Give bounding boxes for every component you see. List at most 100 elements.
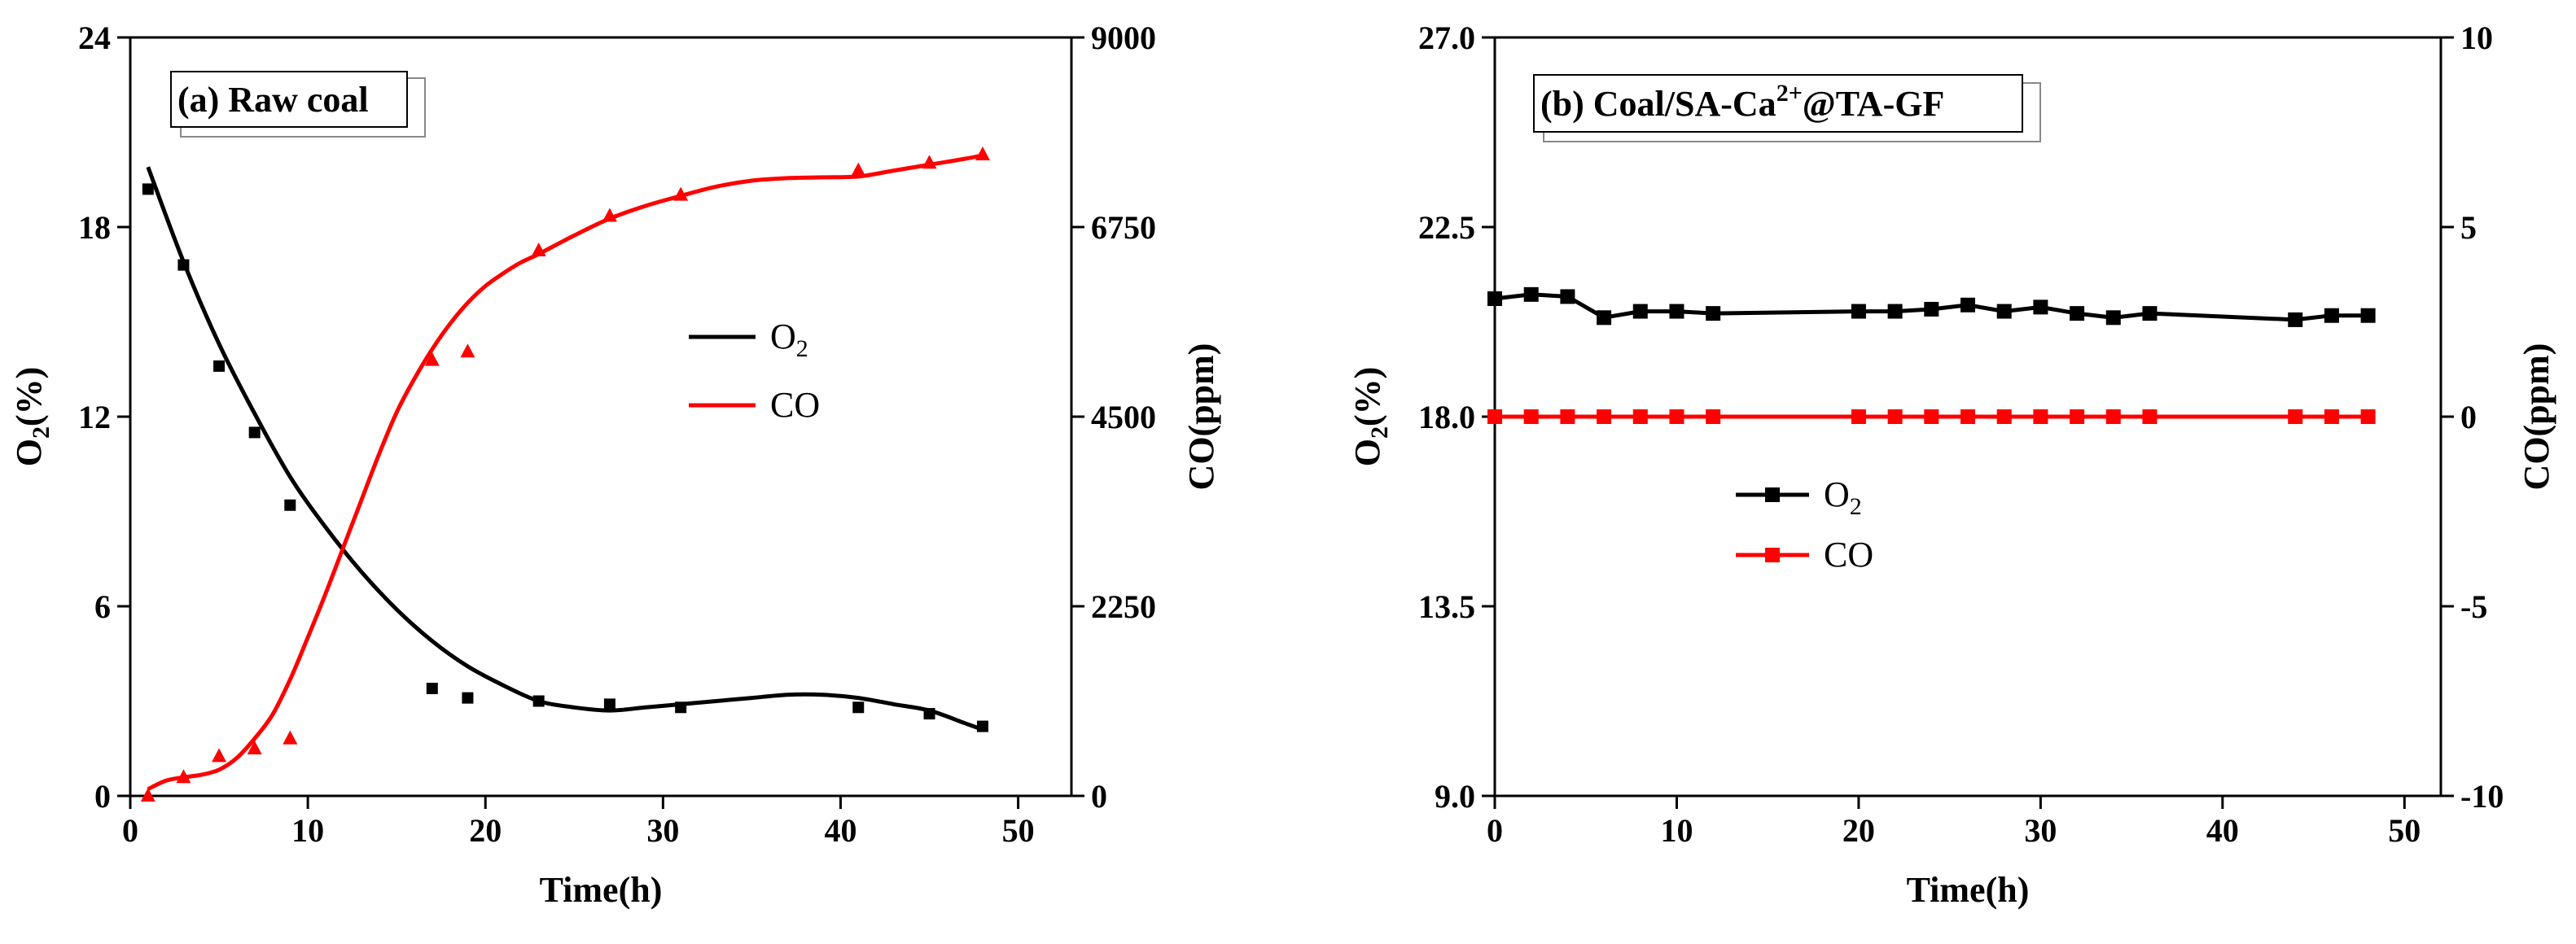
y-left-label-main: O	[9, 439, 49, 466]
y-left-axis-label: O2(%)	[9, 367, 55, 467]
y-left-tick-label: 27.0	[1418, 20, 1475, 56]
data-point-o2	[177, 259, 190, 271]
data-point-o2	[675, 701, 687, 714]
y-right-tick-label: -10	[2460, 778, 2504, 815]
data-point-co	[1706, 409, 1721, 424]
legend-label-main: CO	[1824, 535, 1873, 575]
data-point-o2	[1669, 304, 1684, 319]
panel-label-superscript: 2+	[1776, 80, 1803, 107]
data-point-o2	[426, 682, 438, 694]
data-point-co	[1632, 409, 1648, 424]
data-point-co	[602, 208, 617, 222]
panel-label-main: (b) Coal/SA-Ca	[1540, 84, 1776, 124]
y-right-tick-label: 2250	[1091, 588, 1156, 625]
x-tick-label: 10	[1660, 812, 1693, 849]
y-right-tick-label: -5	[2460, 588, 2487, 625]
data-point-co	[1669, 409, 1684, 424]
data-point-co	[2360, 409, 2376, 424]
data-point-co	[2070, 409, 2085, 424]
y-left-label-tail: (%)	[1347, 367, 1387, 426]
data-point-o2	[2105, 310, 2121, 326]
data-point-o2	[1887, 304, 1903, 319]
y-left-tick-label: 0	[94, 778, 111, 815]
data-point-o2	[1924, 301, 1939, 317]
data-point-o2	[1706, 306, 1721, 321]
y-right-tick-label: 10	[2460, 20, 2493, 56]
data-point-o2	[2142, 306, 2158, 321]
y-left-tick-label: 9.0	[1435, 778, 1475, 815]
data-point-o2	[284, 499, 296, 511]
data-point-o2	[852, 701, 865, 714]
y-left-label-sub: 2	[1366, 426, 1393, 439]
data-point-co	[531, 242, 546, 256]
data-point-co	[2324, 409, 2339, 424]
y-left-tick-label: 24	[78, 20, 111, 56]
x-tick-label: 30	[2024, 812, 2057, 849]
data-point-o2	[462, 692, 474, 704]
x-axis-label: Time(h)	[1907, 870, 2030, 910]
panel-label-tail: @TA-GF	[1803, 84, 1945, 124]
panel-label-box	[170, 71, 408, 128]
data-point-co	[1924, 409, 1939, 424]
y-left-label-main: O	[1347, 439, 1387, 466]
y-left-axis-label: O2(%)	[1347, 367, 1393, 467]
legend-label-co: CO	[1824, 535, 1873, 575]
data-point-o2	[1487, 291, 1502, 307]
legend-label-sub: 2	[796, 335, 808, 362]
data-point-co	[1887, 409, 1903, 424]
data-point-co	[1597, 409, 1612, 424]
data-point-co	[212, 748, 227, 763]
x-tick-label: 50	[1002, 812, 1035, 849]
data-point-o2	[923, 708, 935, 720]
data-point-o2	[213, 360, 226, 372]
legend-marker-o2	[1765, 487, 1780, 502]
data-point-co	[975, 146, 990, 160]
data-point-co	[1560, 409, 1575, 424]
data-point-co	[2142, 409, 2158, 424]
data-point-o2	[1597, 310, 1612, 326]
data-point-o2	[603, 698, 616, 710]
data-point-co	[851, 162, 866, 177]
data-point-co	[424, 352, 440, 366]
data-point-co	[2288, 409, 2303, 424]
data-point-co	[1523, 409, 1539, 424]
x-tick-label: 0	[1487, 812, 1503, 849]
fit-curve-co	[147, 153, 984, 791]
legend-label-o2: O2	[1824, 474, 1862, 520]
legend-label-main: O	[770, 317, 796, 356]
data-point-co	[1960, 409, 1975, 424]
data-point-o2	[2070, 306, 2085, 321]
legend-label-o2: O2	[770, 317, 808, 362]
data-point-o2	[1960, 297, 1975, 312]
data-point-o2	[976, 720, 988, 732]
x-tick-label: 40	[824, 812, 856, 849]
y-left-label-sub: 2	[28, 426, 55, 439]
plot-frame	[129, 36, 1073, 798]
x-tick-label: 20	[1842, 812, 1875, 849]
data-point-o2	[1523, 286, 1539, 302]
data-point-co	[1996, 409, 2012, 424]
x-tick-label: 20	[469, 812, 502, 849]
data-point-co	[247, 741, 262, 755]
y-right-tick-label: 4500	[1091, 399, 1156, 435]
legend-label-sub: 2	[1850, 493, 1862, 520]
x-axis-label: Time(h)	[540, 870, 663, 910]
y-right-tick-label: 5	[2460, 209, 2477, 246]
data-point-o2	[142, 183, 154, 195]
data-point-o2	[2288, 312, 2303, 327]
data-point-co	[922, 155, 937, 169]
panel-label: (b) Coal/SA-Ca2+@TA-GF	[1540, 80, 1944, 124]
data-point-co	[460, 343, 475, 358]
data-point-co	[140, 788, 156, 802]
x-tick-label: 50	[2388, 812, 2420, 849]
y-right-axis-label: CO(ppm)	[1181, 343, 1221, 491]
data-point-o2	[1560, 289, 1575, 304]
x-tick-label: 10	[291, 812, 324, 849]
y-right-axis-label: CO(ppm)	[2517, 343, 2556, 491]
data-point-co	[1851, 409, 1866, 424]
data-point-o2	[2033, 299, 2048, 315]
y-right-tick-label: 0	[2460, 399, 2477, 435]
y-left-tick-label: 18.0	[1418, 399, 1475, 435]
y-left-tick-label: 18	[78, 209, 111, 246]
